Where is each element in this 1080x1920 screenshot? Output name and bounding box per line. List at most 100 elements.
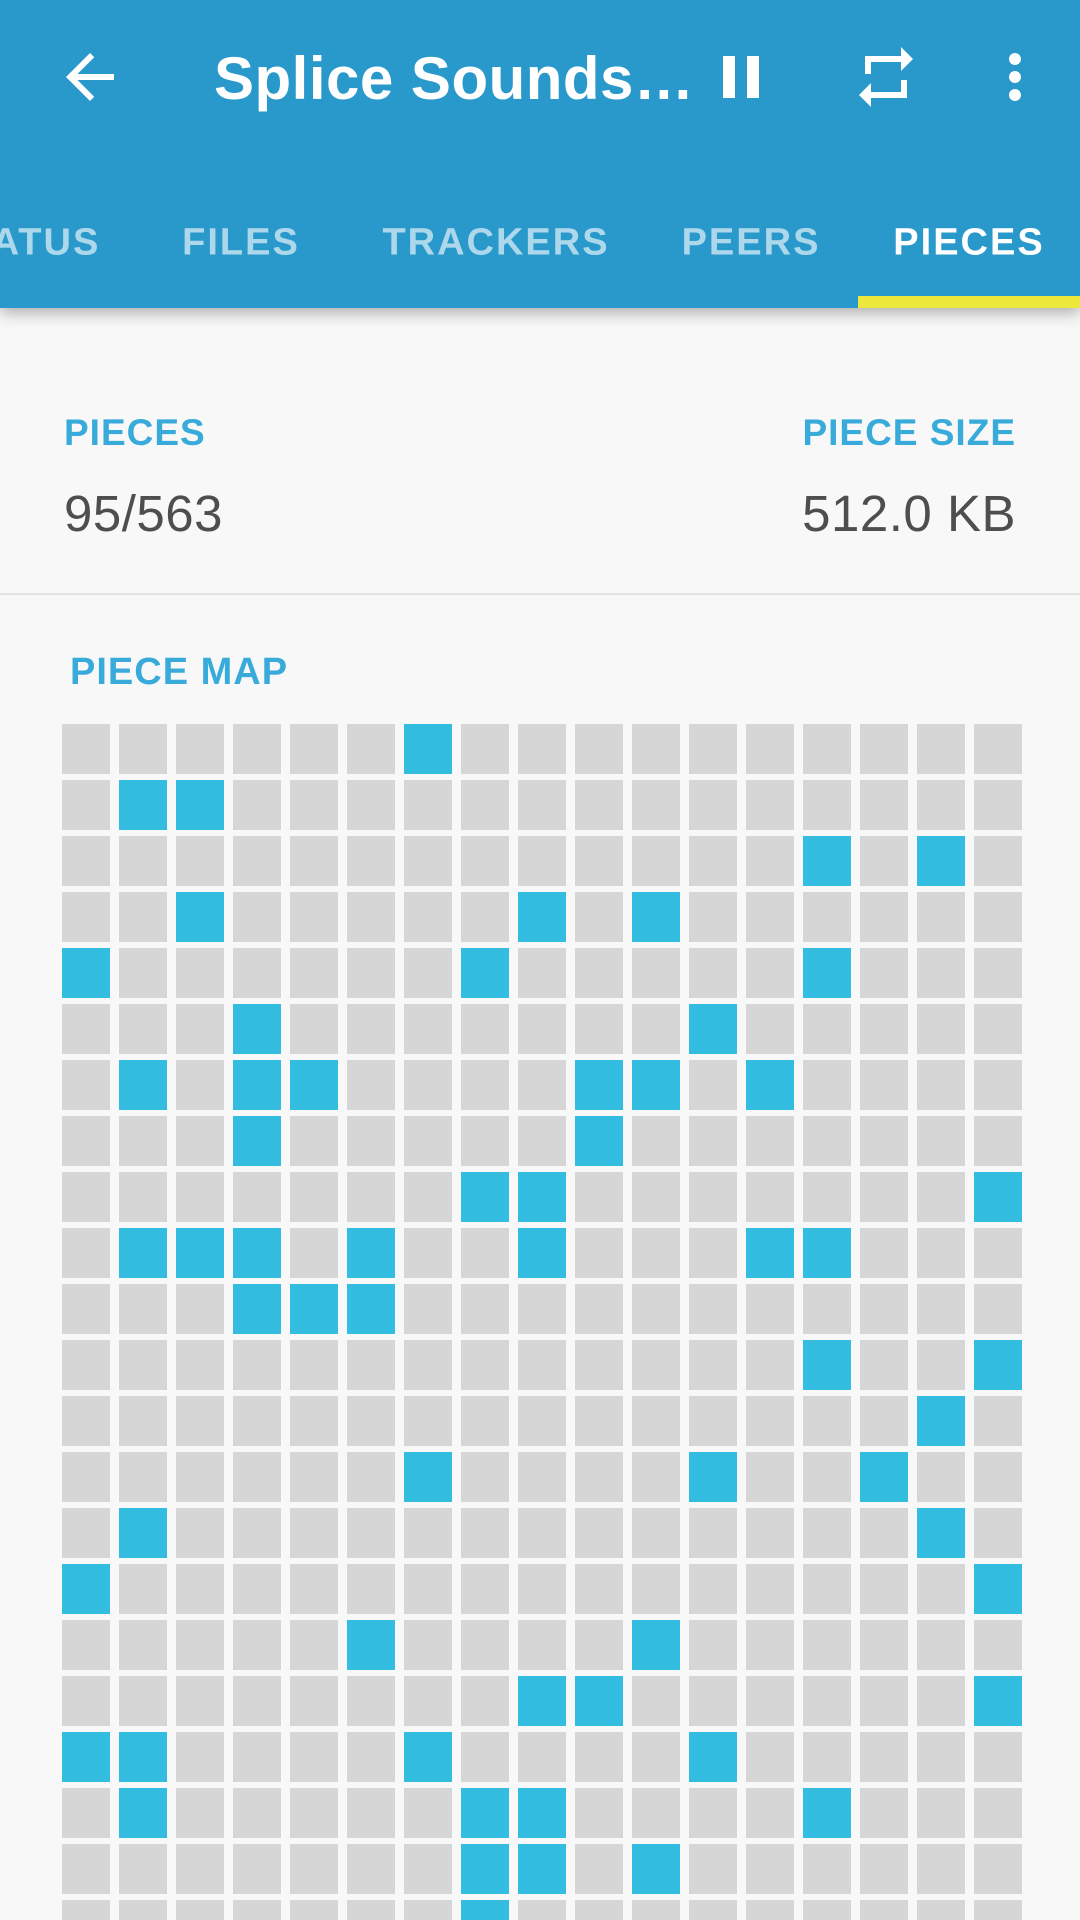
active-tab-indicator [858,296,1080,308]
piece-cell-pending [688,1396,738,1446]
piece-cell-pending [118,1564,168,1614]
piece-cell-pending [574,1340,624,1390]
more-vert-icon [979,41,1051,116]
tab-trackers[interactable]: TRACKERS [382,221,610,263]
piece-cell-pending [289,1228,339,1278]
tab-files[interactable]: FILES [182,221,300,263]
piece-cell-downloaded [973,1340,1023,1390]
piece-cell-pending [517,1396,567,1446]
piece-cell-pending [631,1116,681,1166]
piece-cell-pending [859,892,909,942]
piece-cell-pending [346,1508,396,1558]
piece-cell-pending [859,780,909,830]
piece-cell-pending [631,1340,681,1390]
piece-cell-downloaded [62,1732,111,1782]
piece-cell-pending [118,1452,168,1502]
piece-cell-pending [175,1900,225,1920]
piece-cell-downloaded [802,1788,852,1838]
overflow-menu-button[interactable] [979,43,1051,115]
piece-cell-pending [175,1060,225,1110]
piece-cell-pending [460,1340,510,1390]
piece-cell-pending [346,1004,396,1054]
piece-cell-pending [802,724,852,774]
piece-cell-pending [62,1116,111,1166]
piece-cell-pending [859,1900,909,1920]
piece-cell-downloaded [403,1732,453,1782]
piece-cell-pending [460,1564,510,1614]
tab-status[interactable]: ATUS [0,221,101,263]
piece-cell-pending [62,1452,111,1502]
piece-cell-downloaded [118,1508,168,1558]
repeat-button[interactable] [850,43,922,115]
piece-cell-pending [232,1620,282,1670]
piece-cell-pending [916,1340,966,1390]
piece-cell-pending [118,1116,168,1166]
piece-cell-pending [403,1228,453,1278]
piece-cell-pending [346,1788,396,1838]
piece-cell-pending [346,1060,396,1110]
piece-cell-pending [802,1508,852,1558]
piece-cell-pending [973,1452,1023,1502]
piece-cell-pending [517,1900,567,1920]
piece-cell-pending [517,1060,567,1110]
tab-peers[interactable]: PEERS [681,221,821,263]
pause-icon [705,41,777,116]
piece-cell-pending [460,1396,510,1446]
piece-cell-pending [574,1900,624,1920]
piece-cell-pending [517,1116,567,1166]
piece-cell-pending [802,780,852,830]
piece-cell-pending [973,1004,1023,1054]
piece-cell-pending [973,1284,1023,1334]
piece-cell-pending [62,1228,111,1278]
piece-cell-downloaded [517,1172,567,1222]
piece-cell-pending [175,1172,225,1222]
piece-cell-downloaded [916,1508,966,1558]
piece-cell-pending [859,948,909,998]
piece-cell-pending [631,1228,681,1278]
piece-cell-pending [802,1732,852,1782]
piece-cell-pending [346,948,396,998]
piece-cell-pending [403,1564,453,1614]
piece-cell-pending [574,1172,624,1222]
piece-cell-pending [745,836,795,886]
piece-cell-pending [745,1172,795,1222]
piece-cell-pending [745,1508,795,1558]
piece-cell-pending [289,1676,339,1726]
piece-cell-pending [574,1788,624,1838]
piece-cell-downloaded [802,948,852,998]
piece-cell-pending [346,836,396,886]
back-button[interactable] [54,43,126,115]
piece-cell-downloaded [517,1788,567,1838]
piece-cell-pending [517,836,567,886]
piece-cell-pending [460,724,510,774]
piece-cell-pending [802,1676,852,1726]
tab-pieces[interactable]: PIECES [893,221,1045,263]
pieces-label: PIECES [64,412,206,453]
piece-cell-pending [517,1620,567,1670]
piece-cell-pending [175,1284,225,1334]
piece-cell-pending [745,1004,795,1054]
piece-cell-pending [916,1228,966,1278]
piece-cell-pending [517,1564,567,1614]
pieces-tab-content[interactable]: PIECES 95/563 PIECE SIZE 512.0 KB PIECE … [0,308,1080,1920]
piece-cell-pending [289,836,339,886]
piece-cell-pending [289,1732,339,1782]
piece-cell-pending [346,892,396,942]
piece-cell-pending [175,1844,225,1894]
piece-cell-pending [232,836,282,886]
piece-cell-pending [62,1788,111,1838]
piece-cell-downloaded [289,1060,339,1110]
piece-cell-pending [574,1620,624,1670]
piece-map-section: PIECE MAP [0,651,1080,1920]
piece-cell-pending [232,1396,282,1446]
piece-cell-downloaded [62,948,111,998]
piece-cell-pending [688,1060,738,1110]
piece-cell-pending [517,1284,567,1334]
pause-button[interactable] [705,43,777,115]
piece-cell-pending [916,1732,966,1782]
piece-cell-pending [232,724,282,774]
piece-cell-pending [973,780,1023,830]
piece-cell-pending [232,892,282,942]
piece-cell-downloaded [859,1452,909,1502]
piece-cell-downloaded [118,1732,168,1782]
